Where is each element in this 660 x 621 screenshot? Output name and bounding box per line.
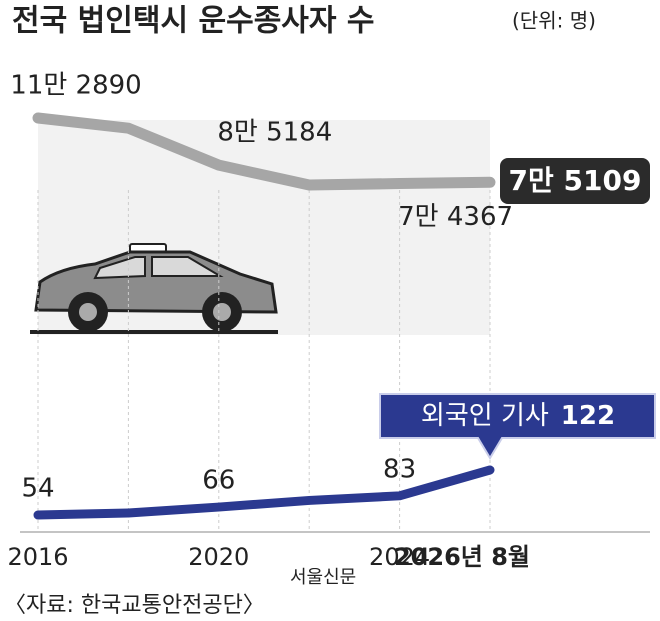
source: 〈자료: 한국교통안전공단〉 xyxy=(4,593,265,618)
value-label: 54 xyxy=(21,474,54,504)
callout-text: 외국인 기사 122 xyxy=(421,401,615,431)
watermark: 서울신문 xyxy=(290,567,356,588)
car xyxy=(30,243,278,334)
x-tick-label: 2024 xyxy=(369,543,430,571)
x-tick-label: 2026년 8월 xyxy=(394,543,530,571)
series-name: 외국인 기사 xyxy=(421,401,549,431)
value-label: 11만 2890 xyxy=(10,71,141,101)
x-tick-label: 2016 xyxy=(7,543,68,571)
callout-box xyxy=(500,158,650,204)
series-line xyxy=(32,112,496,191)
x-tick-label: 2020 xyxy=(188,543,249,571)
value-label: 122 xyxy=(561,401,615,431)
series-line xyxy=(33,465,495,520)
subtitle: (단위: 명) xyxy=(512,9,596,33)
value-label: 83 xyxy=(383,454,416,484)
chart-title: 전국 법인택시 운수종사자 수 xyxy=(12,4,375,39)
value-label: 66 xyxy=(202,466,235,496)
value-label: 7만 5109 xyxy=(509,164,642,197)
callout-box xyxy=(379,393,656,460)
value-label: 8만 5184 xyxy=(217,118,332,148)
value-label: 7만 4367 xyxy=(398,202,513,232)
